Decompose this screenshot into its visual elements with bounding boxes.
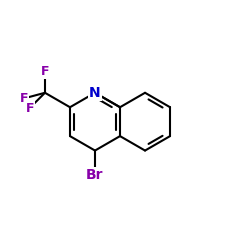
Text: Br: Br [86,168,104,182]
Text: F: F [41,64,49,78]
Text: F: F [26,102,34,114]
Text: N: N [89,86,101,100]
Text: F: F [20,92,28,105]
